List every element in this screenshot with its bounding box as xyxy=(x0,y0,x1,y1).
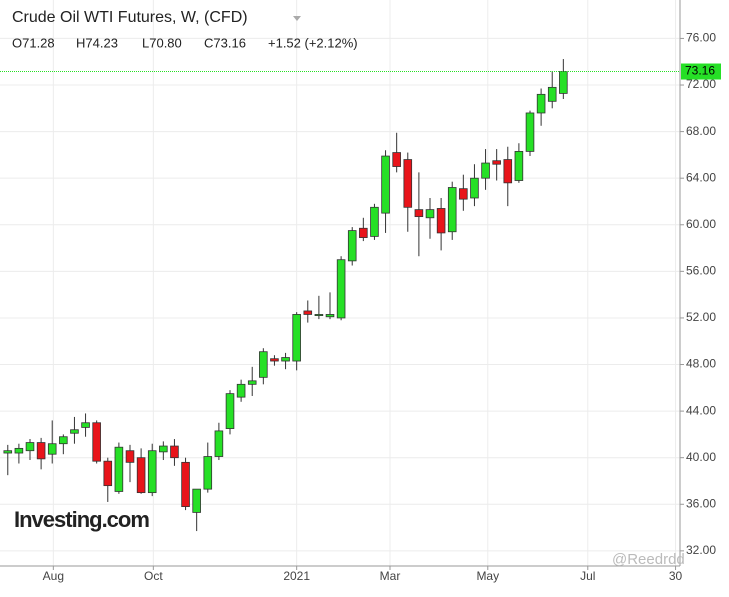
candles xyxy=(3,59,568,532)
candle-body xyxy=(347,230,357,262)
candle-body xyxy=(403,159,413,208)
x-tick-label: Aug xyxy=(43,569,64,583)
change-label: +1.52 (+2.12%) xyxy=(268,35,358,50)
candle-body xyxy=(514,150,524,181)
candle-body xyxy=(414,209,424,218)
credit-watermark: @Reedrdd xyxy=(612,551,685,568)
candle-body xyxy=(147,450,157,494)
candle-body xyxy=(314,314,324,317)
candle-body xyxy=(192,488,201,513)
close-label: C73.16 xyxy=(204,35,246,50)
candle-body xyxy=(81,422,90,428)
candle-body xyxy=(481,162,490,179)
candle-body xyxy=(14,447,24,454)
x-tick-label: 30 xyxy=(669,569,683,583)
y-tick-label: 52.00 xyxy=(686,310,716,324)
candle-body xyxy=(59,436,68,445)
candle-body xyxy=(103,460,113,487)
y-tick-label: 56.00 xyxy=(686,264,716,278)
candle-body xyxy=(181,461,190,508)
y-tick-label: 44.00 xyxy=(686,403,716,417)
last-price-box xyxy=(681,63,721,80)
candle-body xyxy=(470,177,479,199)
candle-body xyxy=(259,351,268,378)
x-tick-label: Oct xyxy=(144,569,163,583)
candle-body xyxy=(36,442,46,460)
open-label: O71.28 xyxy=(12,35,55,50)
y-tick-label: 48.00 xyxy=(686,357,716,371)
x-tick-label: May xyxy=(476,569,499,583)
y-tick-label: 68.00 xyxy=(686,124,716,138)
candle-body xyxy=(3,450,13,454)
candle-body xyxy=(125,450,135,463)
candle-body xyxy=(236,383,246,398)
candle-body xyxy=(492,160,501,165)
watermark: Investing.com xyxy=(14,507,149,532)
high-label: H74.23 xyxy=(76,35,118,50)
candle-body xyxy=(547,86,557,102)
candle-body xyxy=(425,209,435,219)
candle-body xyxy=(25,442,35,452)
candle-body xyxy=(525,112,535,152)
candle-body xyxy=(459,188,468,200)
candle-body xyxy=(381,155,390,214)
candle-body xyxy=(225,393,235,429)
candle-body xyxy=(336,259,346,319)
candle-body xyxy=(203,456,213,490)
candle-body xyxy=(47,443,57,455)
x-tick-label: Jul xyxy=(580,569,595,583)
candle-body xyxy=(136,457,146,494)
candle-body xyxy=(170,445,179,459)
candle-body xyxy=(447,187,457,233)
y-tick-label: 40.00 xyxy=(686,450,716,464)
candle-body xyxy=(247,380,257,385)
y-tick-label: 72.00 xyxy=(686,77,716,91)
last-price-label: 73.16 xyxy=(685,64,715,78)
candle-body xyxy=(303,310,313,315)
candle-body xyxy=(114,446,124,492)
candle-body xyxy=(392,152,401,167)
candle-body xyxy=(292,314,301,362)
dropdown-icon[interactable] xyxy=(293,16,301,21)
candle-body xyxy=(281,357,290,362)
candle-body xyxy=(370,206,379,237)
chart-title: Crude Oil WTI Futures, W, (CFD) xyxy=(12,9,248,26)
y-tick-label: 76.00 xyxy=(686,31,716,45)
y-tick-label: 60.00 xyxy=(686,217,716,231)
candle-body xyxy=(92,422,101,462)
y-tick-label: 36.00 xyxy=(686,496,716,510)
candle-body xyxy=(436,208,446,234)
candle-body xyxy=(503,159,513,184)
candle-body xyxy=(159,445,168,453)
candle-body xyxy=(70,429,79,434)
candle-body xyxy=(325,314,335,318)
low-label: L70.80 xyxy=(142,35,182,50)
candle-body xyxy=(214,430,224,457)
candle-body xyxy=(359,227,368,238)
y-tick-label: 64.00 xyxy=(686,170,716,184)
x-tick-label: Mar xyxy=(380,569,401,583)
candle-body xyxy=(536,93,546,114)
candle-body xyxy=(559,71,568,94)
candle-body xyxy=(270,358,279,362)
x-tick-label: 2021 xyxy=(283,569,310,583)
y-tick-label: 32.00 xyxy=(686,543,716,557)
